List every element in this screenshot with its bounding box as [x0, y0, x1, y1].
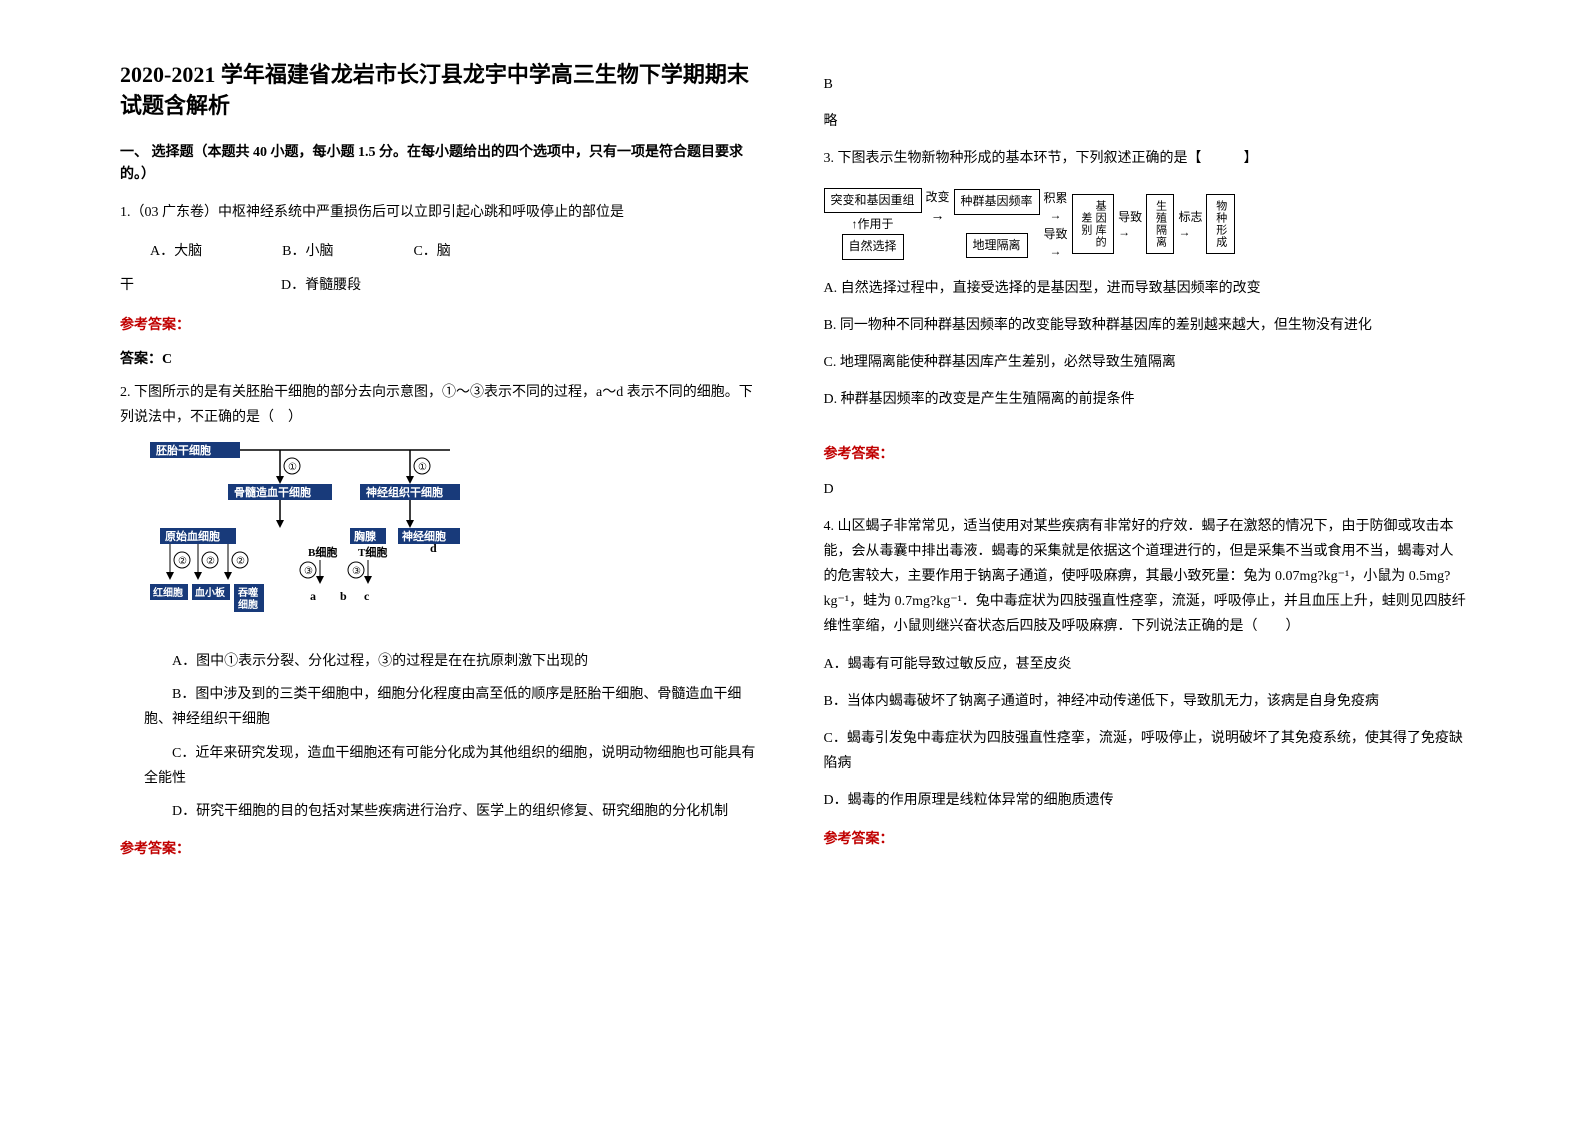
q3-option-b: B. 同一物种不同种群基因频率的改变能导致种群基因库的差别越来越大，但生物没有进…: [824, 313, 1468, 338]
svg-text:③: ③: [352, 566, 361, 577]
svg-text:d: d: [430, 541, 437, 555]
q3-answer: D: [824, 477, 1468, 502]
svg-text:红细胞: 红细胞: [153, 586, 183, 599]
flow-box-geo: 地理隔离: [966, 233, 1028, 259]
flow-box-species: 物种形成: [1206, 194, 1234, 254]
q4-option-d: D．蝎毒的作用原理是线粒体异常的细胞质遗传: [824, 788, 1468, 813]
svg-text:神经细胞: 神经细胞: [402, 529, 446, 543]
q4-stem: 4. 山区蝎子非常常见，适当使用对某些疾病有非常好的疗效．蝎子在激怒的情况下，由…: [824, 514, 1468, 640]
flow-arrow-mark: 标志→: [1178, 208, 1202, 240]
q3-option-a: A. 自然选择过程中，直接受选择的是基因型，进而导致基因频率的改变: [824, 276, 1468, 301]
q4-answer-label: 参考答案：: [824, 828, 1468, 848]
q1-option-a: A．大脑: [150, 238, 202, 266]
q2-answer-label: 参考答案：: [120, 838, 764, 858]
svg-text:B细胞: B细胞: [308, 545, 337, 559]
svg-text:③: ③: [304, 566, 313, 577]
q2-diagram: 胚胎干细胞 ① ① 骨髓造血干细胞 神经组织干细胞 原始血细胞 胸腺 神经细: [150, 442, 450, 637]
q1-options-row2: 干 D．脊髓腰段: [120, 272, 764, 300]
svg-text:②: ②: [178, 556, 187, 567]
svg-text:T细胞: T细胞: [358, 545, 387, 559]
q4-option-c: C．蝎毒引发兔中毒症状为四肢强直性痉挛，流涎，呼吸停止，说明破坏了其免疫系统，使…: [824, 726, 1468, 776]
flow-arrows-1: 改变 → →: [926, 188, 950, 259]
flow-arrow-lead2: 导致→: [1118, 208, 1142, 240]
svg-text:②: ②: [206, 556, 215, 567]
q2-option-b: B．图中涉及到的三类干细胞中，细胞分化程度由高至低的顺序是胚胎干细胞、骨髓造血干…: [144, 682, 764, 732]
q2-option-c: C．近年来研究发现，造血干细胞还有可能分化成为其他组织的细胞，说明动物细胞也可能…: [144, 741, 764, 791]
q2-option-d: D．研究干细胞的目的包括对某些疾病进行治疗、医学上的组织修复、研究细胞的分化机制: [144, 799, 764, 824]
svg-text:a: a: [310, 589, 316, 603]
svg-text:细胞: 细胞: [238, 598, 258, 611]
d-top: 胚胎干细胞: [155, 443, 211, 457]
flow-box-diff: 基因库的差别: [1072, 194, 1115, 254]
q3-option-d: D. 种群基因频率的改变是产生生殖隔离的前提条件: [824, 387, 1468, 412]
flow-box-selection: 自然选择: [842, 234, 904, 260]
q2-option-a: A．图中①表示分裂、分化过程，③的过程是在在抗原刺激下出现的: [144, 649, 764, 674]
flow-col1: 突变和基因重组 ↑作用于 自然选择: [824, 188, 922, 260]
svg-text:原始血细胞: 原始血细胞: [165, 529, 220, 543]
svg-text:胸腺: 胸腺: [354, 529, 377, 543]
q1-options-row1: A．大脑 B．小脑 C．脑: [150, 238, 764, 266]
flow-label-acts-on: ↑作用于: [852, 215, 894, 232]
section-1-heading: 一、 选择题（本题共 40 小题，每小题 1.5 分。在每小题给出的四个选项中，…: [120, 142, 764, 187]
flow-arrows-2: 积累 → 导致 →: [1044, 189, 1068, 259]
flow-box-repro: 生殖隔离: [1146, 194, 1174, 254]
q3-option-c: C. 地理隔离能使种群基因库产生差别，必然导致生殖隔离: [824, 350, 1468, 375]
q4-option-a: A．蝎毒有可能导致过敏反应，甚至皮炎: [824, 652, 1468, 677]
q2-diagram-svg: 胚胎干细胞 ① ① 骨髓造血干细胞 神经组织干细胞 原始血细胞 胸腺 神经细: [150, 442, 470, 632]
q1-option-c-suffix: 干: [120, 278, 134, 293]
svg-text:b: b: [340, 589, 347, 603]
flow-box-freq: 种群基因频率: [954, 189, 1040, 215]
flow-box-mutation: 突变和基因重组: [824, 188, 922, 214]
svg-text:血小板: 血小板: [195, 586, 226, 599]
q1-option-b: B．小脑: [282, 238, 333, 266]
q3-flowchart: 突变和基因重组 ↑作用于 自然选择 改变 → → 种群基因频率 地理隔离 积累 …: [824, 188, 1468, 260]
svg-text:①: ①: [288, 462, 297, 473]
svg-text:骨髓造血干细胞: 骨髓造血干细胞: [234, 485, 311, 499]
svg-text:①: ①: [418, 462, 427, 473]
q3-answer-label: 参考答案：: [824, 443, 1468, 463]
q1-option-d: D．脊髓腰段: [281, 278, 361, 293]
svg-text:吞噬: 吞噬: [238, 586, 258, 599]
right-column: B 略 3. 下图表示生物新物种形成的基本环节，下列叙述正确的是【 】 突变和基…: [794, 60, 1488, 1082]
q2-answer-detail: 略: [824, 109, 1468, 134]
q4-option-b: B．当体内蝎毒破坏了钠离子通道时，神经冲动传递低下，导致肌无力，该病是自身免疫病: [824, 689, 1468, 714]
left-column: 2020-2021 学年福建省龙岩市长汀县龙宇中学高三生物下学期期末试题含解析 …: [100, 60, 794, 1082]
q1-option-c: C．脑: [413, 238, 450, 266]
q3-stem: 3. 下图表示生物新物种形成的基本环节，下列叙述正确的是【 】: [824, 146, 1468, 171]
q1-answer-label: 参考答案：: [120, 314, 764, 334]
q1-stem: 1.（03 广东卷）中枢神经系统中严重损伤后可以立即引起心跳和呼吸停止的部位是: [120, 200, 764, 225]
q1-answer: 答案：C: [120, 348, 764, 368]
svg-text:神经组织干细胞: 神经组织干细胞: [366, 485, 443, 499]
exam-title: 2020-2021 学年福建省龙岩市长汀县龙宇中学高三生物下学期期末试题含解析: [120, 60, 764, 122]
svg-text:②: ②: [236, 556, 245, 567]
svg-text:c: c: [364, 589, 370, 603]
flow-col2: 种群基因频率 地理隔离: [954, 189, 1040, 258]
q2-stem: 2. 下图所示的是有关胚胎干细胞的部分去向示意图，①～③表示不同的过程，a～d …: [120, 380, 764, 430]
q2-answer-letter: B: [824, 72, 1468, 97]
